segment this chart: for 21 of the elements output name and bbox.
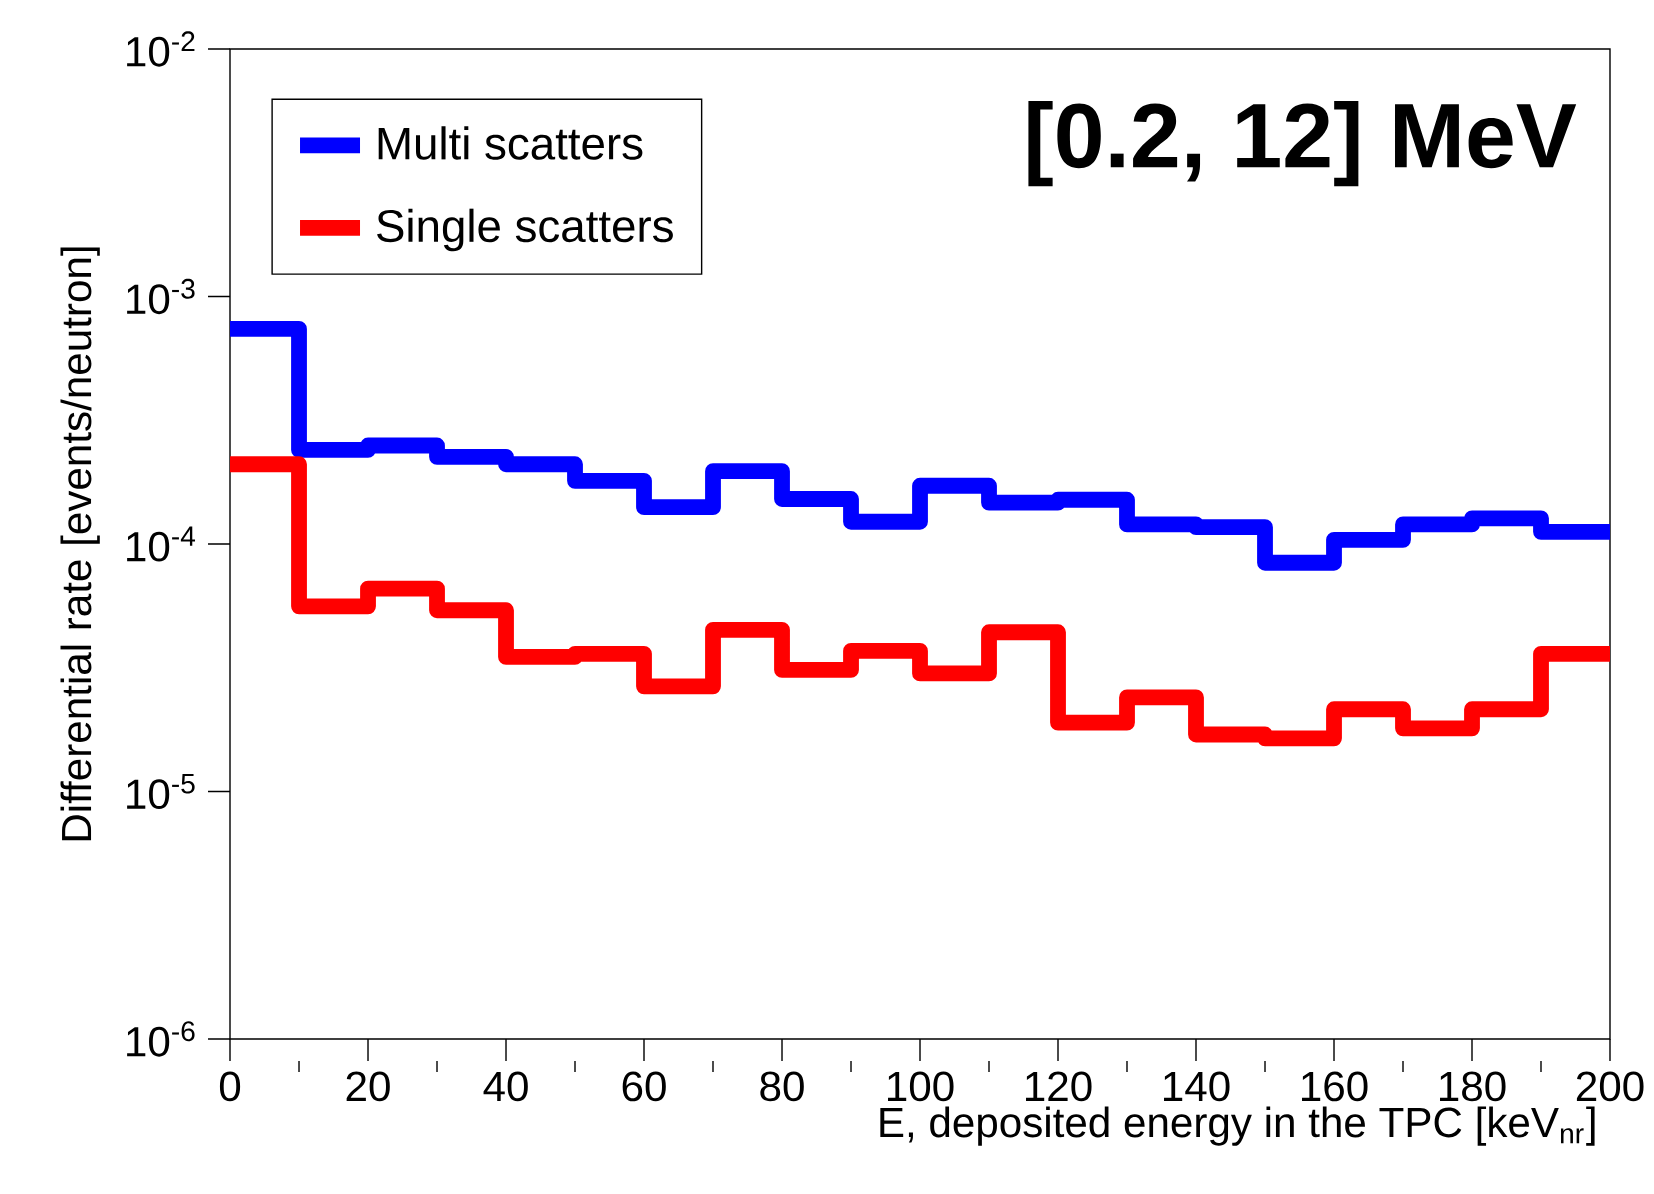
- x-tick-label: 200: [1576, 1071, 1644, 1102]
- x-tick-label: 160: [1302, 1071, 1368, 1102]
- y-tick-label: 10$^{-5}$: [127, 773, 195, 810]
- x-tick-label: 60: [622, 1071, 666, 1102]
- y-tick-label: 10$^{-6}$: [127, 1021, 195, 1057]
- x-axis-title: E, deposited energy in the TPC [keV$_{nr}$]: [880, 1106, 1595, 1146]
- annotation: [0.2, 12] MeV: [1028, 101, 1577, 187]
- y-axis-title: Differential rate [events/neutron]: [60, 247, 100, 841]
- x-tick-label: 40: [483, 1071, 528, 1102]
- y-tick-label: 10$^{-3}$: [127, 278, 195, 315]
- x-tick-label: 80: [760, 1071, 804, 1102]
- x-tick-label: 0: [219, 1071, 241, 1102]
- x-tick-label: 20: [346, 1071, 390, 1102]
- y-tick-label: 10$^{-2}$: [127, 31, 195, 67]
- y-tick-label: 10$^{-4}$: [127, 526, 196, 562]
- legend-label: Multi scatters: [378, 126, 643, 160]
- x-tick-label: 100: [888, 1071, 954, 1102]
- legend-label: Single scatters: [377, 208, 673, 252]
- x-tick-label: 140: [1164, 1071, 1230, 1102]
- x-tick-label: 180: [1440, 1071, 1506, 1102]
- x-tick-label: 120: [1026, 1071, 1092, 1102]
